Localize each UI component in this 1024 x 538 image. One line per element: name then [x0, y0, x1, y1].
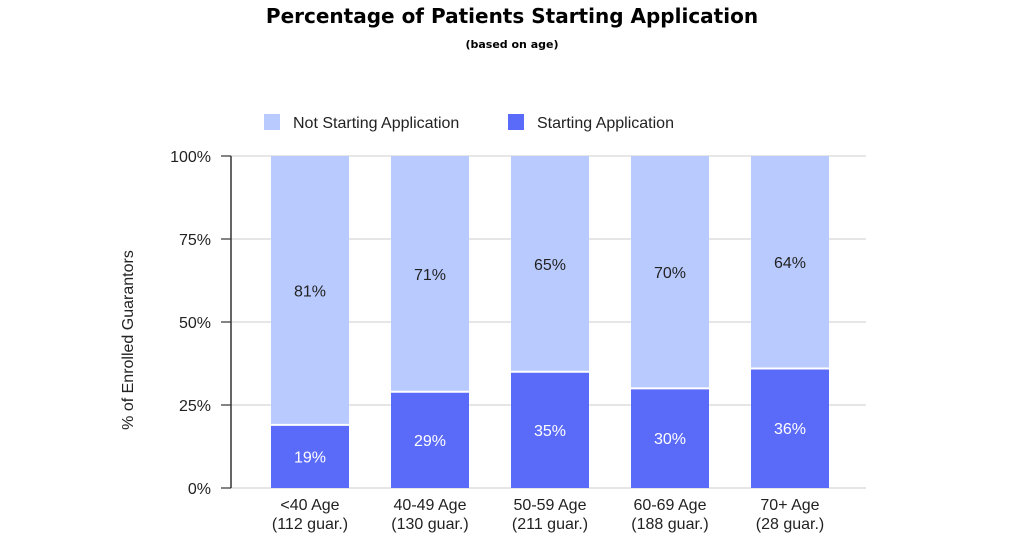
data-label: 65%	[534, 257, 566, 274]
y-tick-label: 25%	[179, 398, 211, 415]
data-label: 35%	[534, 423, 566, 440]
x-tick-label: 50-59 Age (211 guar.)	[512, 497, 588, 533]
x-tick-label: <40 Age (112 guar.)	[272, 497, 348, 533]
y-tick-label: 50%	[179, 315, 211, 332]
data-label: 36%	[774, 421, 806, 438]
legend-label-not-starting: Not Starting Application	[293, 115, 459, 132]
data-label: 19%	[294, 449, 326, 466]
chart-title: Percentage of Patients Starting Applicat…	[265, 4, 759, 28]
bar-starting-application	[751, 368, 829, 488]
x-tick-label: 40-49 Age (130 guar.)	[391, 497, 468, 533]
bar-not-starting-application	[631, 156, 709, 389]
bar-not-starting-application	[511, 156, 589, 372]
data-label: 70%	[654, 265, 686, 282]
data-label: 30%	[654, 431, 686, 448]
x-tick-label: 70+ Age (28 guar.)	[756, 497, 824, 533]
x-tick-label: 60-69 Age (188 guar.)	[631, 497, 708, 533]
y-axis-label: % of Enrolled Guarantors	[120, 250, 137, 430]
bar-starting-application	[391, 391, 469, 488]
bar-starting-application	[631, 388, 709, 488]
bar-starting-application	[511, 371, 589, 488]
bar-not-starting-application	[751, 156, 829, 369]
bar-not-starting-application	[391, 156, 469, 392]
data-label: 71%	[414, 267, 446, 284]
chart-subtitle: (based on age)	[465, 38, 559, 51]
legend-swatch-not-starting	[264, 114, 280, 130]
legend-label-starting: Starting Application	[537, 115, 674, 132]
y-tick-label: 0%	[188, 481, 211, 498]
y-tick-label: 75%	[179, 232, 211, 249]
bar-starting-application	[271, 424, 349, 488]
data-label: 29%	[414, 433, 446, 450]
y-tick-label: 100%	[170, 149, 211, 166]
bar-not-starting-application	[271, 156, 349, 425]
data-label: 64%	[774, 255, 806, 272]
data-label: 81%	[294, 283, 326, 300]
legend-swatch-starting	[508, 114, 524, 130]
